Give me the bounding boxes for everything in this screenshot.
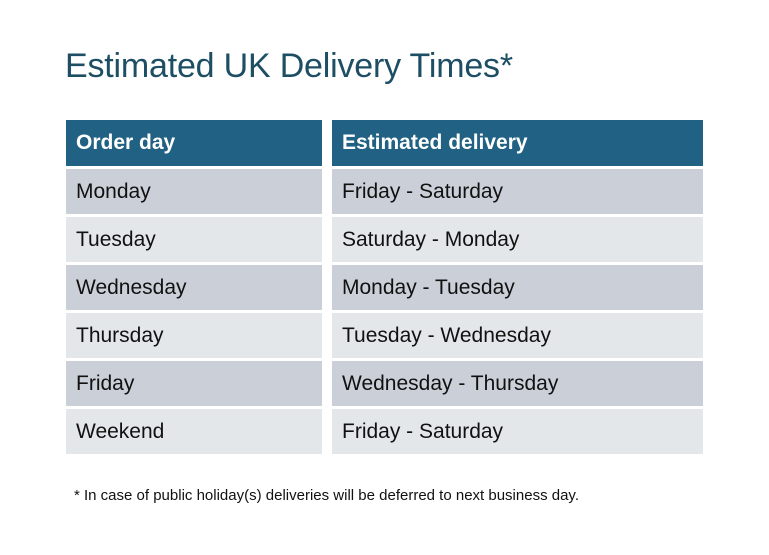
cell-estimated-delivery: Saturday - Monday [332,217,703,262]
cell-estimated-delivery: Friday - Saturday [332,169,703,214]
cell-estimated-delivery: Wednesday - Thursday [332,361,703,406]
column-header-estimated-delivery: Estimated delivery [332,120,703,166]
table-row: Thursday Tuesday - Wednesday [66,313,703,358]
cell-order-day: Thursday [66,313,322,358]
footnote: * In case of public holiday(s) deliverie… [74,487,579,504]
cell-order-day: Wednesday [66,265,322,310]
table-row: Weekend Friday - Saturday [66,409,703,454]
cell-estimated-delivery: Tuesday - Wednesday [332,313,703,358]
table-row: Tuesday Saturday - Monday [66,217,703,262]
delivery-times-table: Order day Estimated delivery Monday Frid… [66,120,703,457]
cell-estimated-delivery: Monday - Tuesday [332,265,703,310]
table-row: Monday Friday - Saturday [66,169,703,214]
cell-order-day: Monday [66,169,322,214]
page-title: Estimated UK Delivery Times* [65,47,513,85]
cell-order-day: Friday [66,361,322,406]
column-header-order-day: Order day [66,120,322,166]
cell-order-day: Weekend [66,409,322,454]
table-row: Friday Wednesday - Thursday [66,361,703,406]
cell-estimated-delivery: Friday - Saturday [332,409,703,454]
cell-order-day: Tuesday [66,217,322,262]
table-row: Wednesday Monday - Tuesday [66,265,703,310]
table-header-row: Order day Estimated delivery [66,120,703,166]
